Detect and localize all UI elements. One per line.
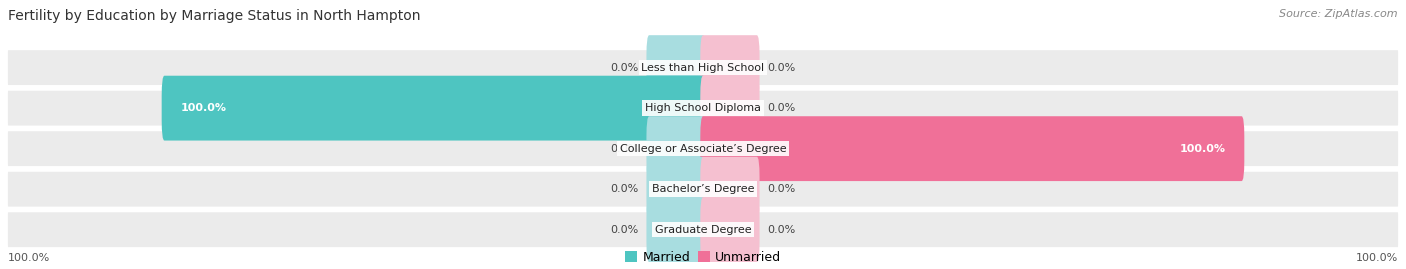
Text: Source: ZipAtlas.com: Source: ZipAtlas.com bbox=[1279, 9, 1398, 19]
Text: 100.0%: 100.0% bbox=[180, 103, 226, 113]
Text: 100.0%: 100.0% bbox=[8, 253, 51, 263]
FancyBboxPatch shape bbox=[8, 131, 1398, 166]
Text: 0.0%: 0.0% bbox=[610, 144, 638, 154]
FancyBboxPatch shape bbox=[8, 172, 1398, 207]
Text: High School Diploma: High School Diploma bbox=[645, 103, 761, 113]
Text: 0.0%: 0.0% bbox=[768, 225, 796, 235]
Text: 0.0%: 0.0% bbox=[610, 63, 638, 73]
FancyBboxPatch shape bbox=[647, 116, 706, 181]
FancyBboxPatch shape bbox=[700, 76, 759, 140]
Text: 0.0%: 0.0% bbox=[768, 103, 796, 113]
Text: 0.0%: 0.0% bbox=[610, 225, 638, 235]
Text: Graduate Degree: Graduate Degree bbox=[655, 225, 751, 235]
FancyBboxPatch shape bbox=[700, 116, 1244, 181]
FancyBboxPatch shape bbox=[647, 197, 706, 262]
Text: 100.0%: 100.0% bbox=[1355, 253, 1398, 263]
Text: Less than High School: Less than High School bbox=[641, 63, 765, 73]
Text: College or Associate’s Degree: College or Associate’s Degree bbox=[620, 144, 786, 154]
FancyBboxPatch shape bbox=[8, 91, 1398, 126]
FancyBboxPatch shape bbox=[700, 197, 759, 262]
FancyBboxPatch shape bbox=[700, 157, 759, 222]
Text: 0.0%: 0.0% bbox=[768, 63, 796, 73]
FancyBboxPatch shape bbox=[8, 212, 1398, 247]
FancyBboxPatch shape bbox=[647, 35, 706, 100]
Text: Fertility by Education by Marriage Status in North Hampton: Fertility by Education by Marriage Statu… bbox=[8, 9, 420, 23]
FancyBboxPatch shape bbox=[8, 50, 1398, 85]
Legend: Married, Unmarried: Married, Unmarried bbox=[620, 246, 786, 269]
FancyBboxPatch shape bbox=[700, 35, 759, 100]
FancyBboxPatch shape bbox=[162, 76, 706, 140]
Text: 0.0%: 0.0% bbox=[768, 184, 796, 194]
Text: 0.0%: 0.0% bbox=[610, 184, 638, 194]
FancyBboxPatch shape bbox=[647, 157, 706, 222]
Text: Bachelor’s Degree: Bachelor’s Degree bbox=[652, 184, 754, 194]
Text: 100.0%: 100.0% bbox=[1180, 144, 1226, 154]
